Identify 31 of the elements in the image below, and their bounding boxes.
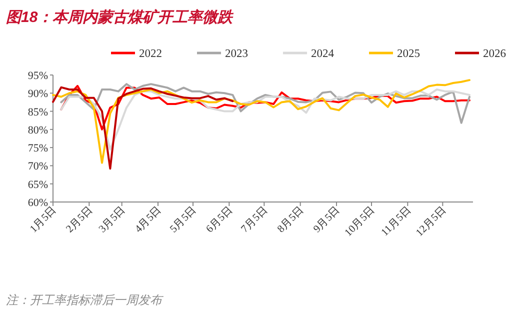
x-tick-label: 5月5日 [168, 204, 200, 236]
legend-label: 2025 [397, 48, 420, 60]
y-tick-label: 60% [28, 197, 48, 209]
y-tick-label: 65% [28, 178, 48, 191]
line-series [60, 88, 470, 150]
legend-label: 2026 [483, 48, 506, 60]
x-tick-label: 9月5日 [311, 204, 343, 236]
x-tick-label: 2月5日 [64, 204, 96, 236]
x-tick-label: 12月5日 [414, 204, 449, 239]
x-tick-label: 7月5日 [238, 204, 270, 236]
x-tick-label: 8月5日 [274, 204, 306, 236]
y-tick-label: 90% [28, 88, 48, 100]
x-tick-label: 11月5日 [378, 204, 414, 239]
y-tick-label: 95% [28, 70, 48, 82]
y-tick-label: 85% [28, 106, 48, 118]
x-tick-label: 3月5日 [96, 204, 128, 236]
x-tick-label: 6月5日 [204, 204, 236, 236]
text: 注：开工率指标滞后一周发布 [6, 293, 164, 307]
x-tick-label: 10月5日 [342, 204, 378, 239]
line-series [52, 86, 234, 170]
y-tick-label: 70% [28, 160, 48, 173]
line-series [52, 79, 470, 164]
legend-label: 2024 [311, 48, 334, 60]
legend-label: 2022 [139, 48, 162, 60]
y-tick-label: 80% [28, 124, 48, 136]
x-tick-label: 4月5日 [132, 204, 164, 236]
line-series [60, 83, 470, 124]
chart-title: 图18：本周内蒙古煤矿开工率微跌 [6, 8, 235, 26]
legend-label: 2023 [225, 48, 248, 60]
y-tick-label: 75% [28, 142, 48, 155]
line-series [60, 84, 470, 130]
